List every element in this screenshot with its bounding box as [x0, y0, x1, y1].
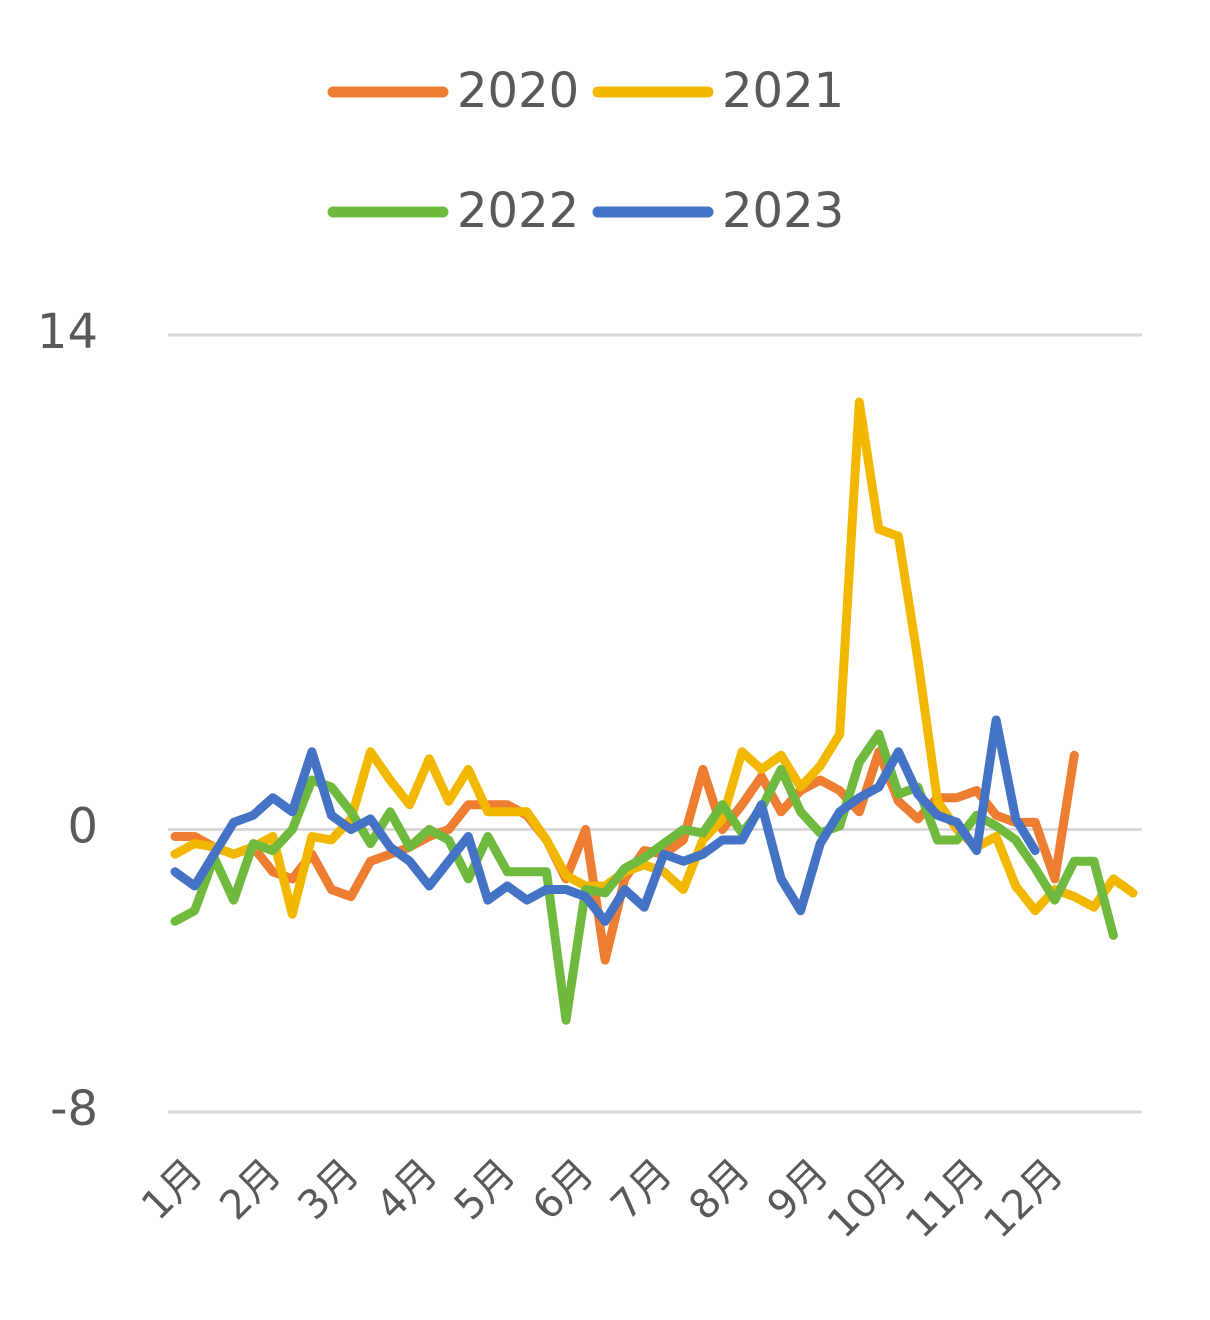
x-tick-label: 4月: [368, 1150, 447, 1229]
x-tick-label: 7月: [602, 1150, 681, 1229]
x-tick-label: 3月: [289, 1150, 368, 1229]
x-tick-label: 6月: [524, 1150, 603, 1229]
x-tick-label: 11月: [897, 1150, 994, 1247]
series-line: [170, 397, 1138, 919]
x-tick-label: 5月: [446, 1150, 525, 1229]
series-line: [170, 729, 1118, 1025]
legend-label: 2020: [457, 63, 579, 119]
series-line: [170, 715, 1040, 926]
y-tick-label: 0: [67, 798, 98, 854]
x-tick-label: 1月: [133, 1150, 212, 1229]
x-tick-label: 2月: [211, 1150, 290, 1229]
y-tick-label: -8: [50, 1081, 98, 1137]
x-tick-label: 10月: [819, 1150, 916, 1247]
x-tick-label: 8月: [680, 1150, 759, 1229]
legend-label: 2021: [722, 63, 844, 119]
y-tick-label: 14: [37, 304, 98, 360]
x-tick-label: 12月: [975, 1150, 1072, 1247]
legend-label: 2022: [457, 183, 579, 239]
legend-label: 2023: [722, 183, 844, 239]
